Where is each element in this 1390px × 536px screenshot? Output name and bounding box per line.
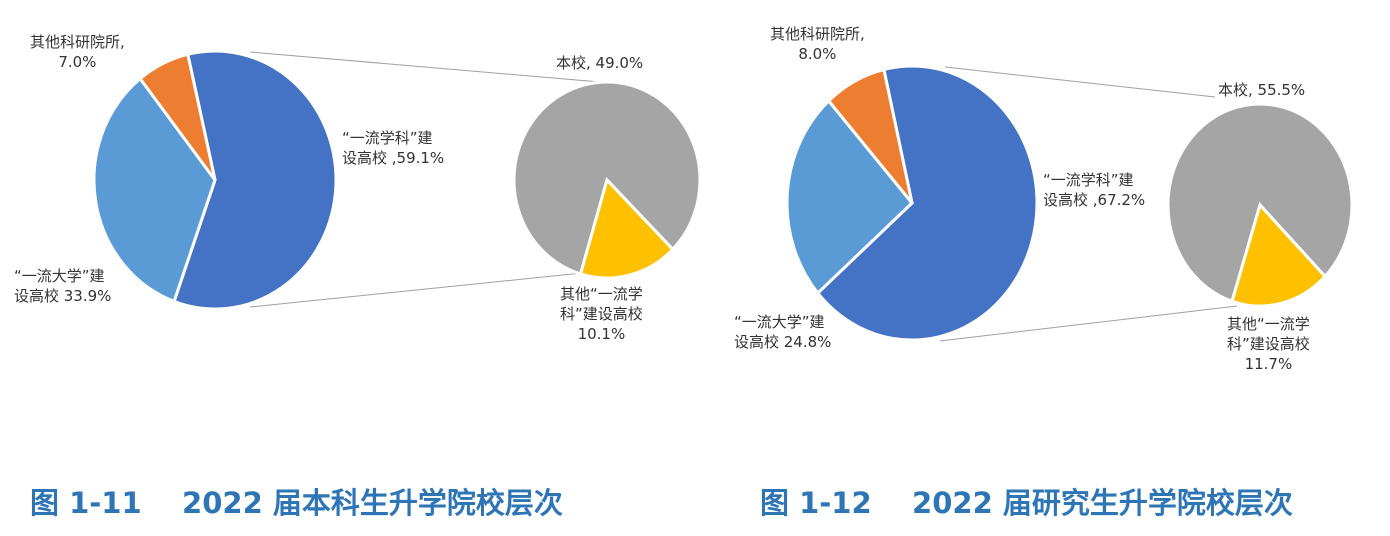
label-other-discipline: 其他“一流学 科”建设高校 10.1% — [560, 285, 643, 343]
label-research-institute: 其他科研院所, 8.0% — [770, 25, 865, 63]
label-other-discipline: 其他“一流学 科”建设高校 11.7% — [1227, 315, 1310, 373]
slice-first-class-university — [92, 76, 217, 304]
label-first-class-university: “一流大学”建 设高校 24.8% — [734, 313, 832, 351]
label-own-school: 本校, 49.0% — [556, 54, 644, 72]
label-first-class-discipline: “一流学科”建 设高校 ,59.1% — [342, 129, 445, 167]
slice-research-institute — [138, 52, 217, 181]
label-first-class-discipline: “一流学科”建 设高校 ,67.2% — [1043, 171, 1146, 209]
slice-first-class-discipline — [172, 49, 338, 311]
label-first-class-university: “一流大学”建 设高校 33.9% — [14, 267, 112, 305]
slice-other-discipline — [578, 177, 675, 280]
slice-other-discipline — [1230, 202, 1328, 308]
slice-research-institute — [826, 67, 914, 204]
chart-title: 图 1-12 2022 届研究生升学院校层次 — [760, 486, 1293, 520]
connector-line — [249, 272, 583, 308]
slice-first-class-university — [785, 98, 915, 296]
connector-line — [939, 305, 1238, 342]
slice-own-school — [1166, 102, 1354, 304]
slice-first-class-discipline — [815, 64, 1039, 342]
connector-line — [944, 66, 1216, 98]
label-research-institute: 其他科研院所, 7.0% — [30, 33, 125, 71]
label-own-school: 本校, 55.5% — [1218, 81, 1306, 99]
chart-title: 图 1-11 2022 届本科生升学院校层次 — [30, 486, 563, 520]
connector-line — [249, 51, 601, 83]
